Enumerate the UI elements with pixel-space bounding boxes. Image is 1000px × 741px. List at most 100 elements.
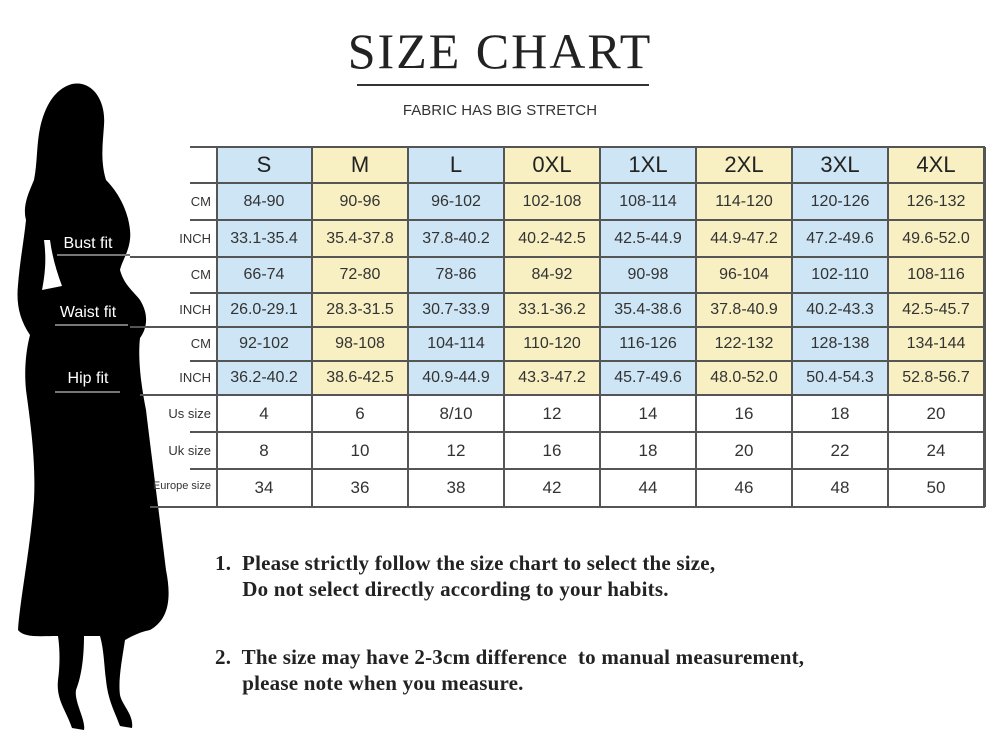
size-header: L (409, 147, 505, 183)
row-divider (190, 360, 985, 362)
table-cell: 84-92 (505, 257, 601, 293)
table-cell: 40.9-44.9 (409, 361, 505, 395)
table-cell: 35.4-38.6 (601, 293, 697, 327)
table-cell: 72-80 (313, 257, 409, 293)
column-divider (984, 147, 986, 507)
table-cell: 122-132 (697, 327, 793, 361)
table-cell: 37.8-40.2 (409, 220, 505, 257)
table-cell: 36 (313, 469, 409, 507)
table-cell: 12 (505, 395, 601, 432)
table-cell: 43.3-47.2 (505, 361, 601, 395)
table-cell: 40.2-43.3 (793, 293, 889, 327)
row-divider (190, 431, 985, 433)
note-2-line-1: 2. The size may have 2-3cm difference to… (215, 645, 805, 669)
row-label: CM (190, 336, 211, 351)
size-header: S (217, 147, 313, 183)
table-cell: 98-108 (313, 327, 409, 361)
table-cell: 128-138 (793, 327, 889, 361)
row-divider (130, 256, 985, 258)
note-1-line-2: Do not select directly according to your… (215, 577, 669, 601)
row-label: INCH (179, 302, 211, 317)
table-cell: 8/10 (409, 395, 505, 432)
row-label: Us size (168, 405, 211, 421)
table-cell: 49.6-52.0 (889, 220, 985, 257)
table-cell: 104-114 (409, 327, 505, 361)
table-cell: 48 (793, 469, 889, 507)
table-cell: 42.5-45.7 (889, 293, 985, 327)
table-cell: 38.6-42.5 (313, 361, 409, 395)
table-cell: 108-114 (601, 183, 697, 220)
table-cell: 47.2-49.6 (793, 220, 889, 257)
table-cell: 20 (889, 395, 985, 432)
table-cell: 37.8-40.9 (697, 293, 793, 327)
table-cell: 116-126 (601, 327, 697, 361)
page-title: SIZE CHART (347, 23, 653, 79)
table-cell: 10 (313, 432, 409, 469)
table-cell: 44.9-47.2 (697, 220, 793, 257)
row-divider (130, 326, 985, 328)
row-divider (190, 182, 985, 184)
table-cell: 24 (889, 432, 985, 469)
row-label: Uk size (168, 442, 211, 458)
table-cell: 110-120 (505, 327, 601, 361)
table-cell: 46 (697, 469, 793, 507)
size-header: 4XL (889, 147, 985, 183)
table-cell: 66-74 (217, 257, 313, 293)
table-cell: 36.2-40.2 (217, 361, 313, 395)
hip-fit-label: Hip fit (67, 370, 109, 387)
table-cell: 90-96 (313, 183, 409, 220)
table-cell: 50 (889, 469, 985, 507)
table-cell: 33.1-36.2 (505, 293, 601, 327)
table-cell: 96-104 (697, 257, 793, 293)
table-cell: 84-90 (217, 183, 313, 220)
table-cell: 30.7-33.9 (409, 293, 505, 327)
woman-silhouette-icon (17, 83, 169, 731)
row-label: INCH (179, 370, 211, 385)
table-cell: 52.8-56.7 (889, 361, 985, 395)
table-cell: 20 (697, 432, 793, 469)
table-cell: 92-102 (217, 327, 313, 361)
row-label: CM (190, 267, 211, 282)
table-cell: 44 (601, 469, 697, 507)
table-cell: 134-144 (889, 327, 985, 361)
subtitle: FABRIC HAS BIG STRETCH (402, 102, 598, 119)
table-cell: 102-110 (793, 257, 889, 293)
table-cell: 40.2-42.5 (505, 220, 601, 257)
table-cell: 34 (217, 469, 313, 507)
table-cell: 96-102 (409, 183, 505, 220)
table-cell: 120-126 (793, 183, 889, 220)
table-cell: 22 (793, 432, 889, 469)
table-cell: 78-86 (409, 257, 505, 293)
hip-fit-rule (55, 391, 120, 393)
row-divider (150, 506, 985, 508)
row-label: CM (190, 193, 211, 209)
bust-fit-rule (57, 254, 130, 256)
note-1-line-1: 1. Please strictly follow the size chart… (215, 551, 716, 575)
row-divider (190, 146, 985, 148)
title-underline (357, 84, 649, 86)
size-header: 3XL (793, 147, 889, 183)
row-divider (190, 219, 985, 221)
table-cell: 33.1-35.4 (217, 220, 313, 257)
row-divider (190, 468, 985, 470)
table-cell: 50.4-54.3 (793, 361, 889, 395)
table-cell: 108-116 (889, 257, 985, 293)
table-cell: 45.7-49.6 (601, 361, 697, 395)
table-cell: 38 (409, 469, 505, 507)
table-cell: 102-108 (505, 183, 601, 220)
table-cell: 4 (217, 395, 313, 432)
row-label: Europe size (152, 480, 211, 492)
table-cell: 48.0-52.0 (697, 361, 793, 395)
table-cell: 26.0-29.1 (217, 293, 313, 327)
bust-fit-label: Bust fit (63, 235, 113, 252)
table-cell: 16 (505, 432, 601, 469)
table-cell: 126-132 (889, 183, 985, 220)
table-cell: 18 (793, 395, 889, 432)
size-header: M (313, 147, 409, 183)
size-header: 0XL (505, 147, 601, 183)
table-cell: 114-120 (697, 183, 793, 220)
table-cell: 12 (409, 432, 505, 469)
row-divider (140, 394, 985, 396)
table-cell: 18 (601, 432, 697, 469)
size-header: 1XL (601, 147, 697, 183)
